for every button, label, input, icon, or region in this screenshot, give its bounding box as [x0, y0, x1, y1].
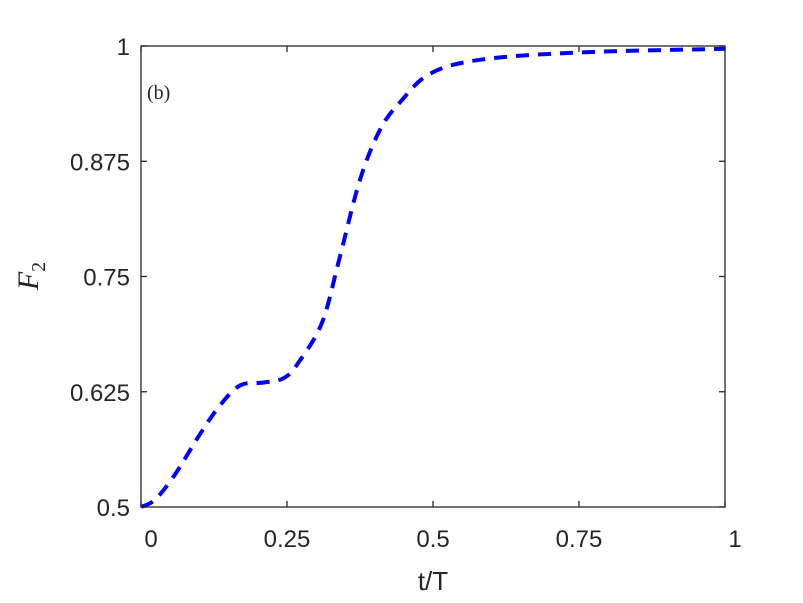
x-tick-label: 0.75 — [556, 526, 603, 553]
y-axis-title-subscript: 2 — [28, 262, 50, 272]
line-f2 — [140, 46, 726, 509]
panel-label: (b) — [147, 82, 170, 104]
x-axis-title: t/T — [418, 566, 448, 596]
x-tick-label: 0.25 — [264, 526, 311, 553]
y-tick-label: 0.875 — [70, 149, 130, 176]
y-axis-title-main: F — [12, 271, 45, 291]
plot-area — [140, 45, 726, 509]
svg-text:F2: F2 — [12, 262, 50, 291]
ticks — [140, 45, 726, 508]
x-tick-label: 0 — [144, 526, 157, 553]
y-tick-labels: 0.5 0.625 0.75 0.875 1 — [70, 34, 130, 522]
y-tick-label: 0.75 — [83, 265, 130, 292]
x-tick-label: 1 — [728, 526, 741, 553]
axes-background — [141, 46, 725, 507]
y-tick-label: 1 — [117, 34, 130, 61]
x-tick-labels: 0 0.25 0.5 0.75 1 — [144, 526, 741, 553]
x-tick-label: 0.5 — [416, 526, 449, 553]
y-tick-label: 0.625 — [70, 380, 130, 407]
y-axis-title: F2 — [12, 262, 50, 291]
y-tick-label: 0.5 — [97, 495, 130, 522]
data-series-f2 — [140, 46, 726, 509]
